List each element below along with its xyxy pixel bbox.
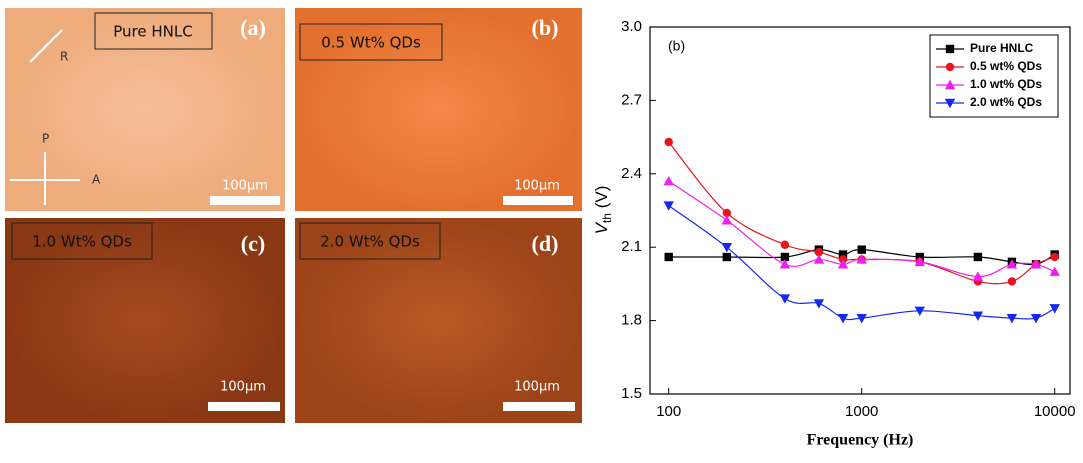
y-tick-label: 1.5 xyxy=(621,385,642,402)
marker xyxy=(972,271,984,281)
marker xyxy=(857,245,866,254)
marker xyxy=(972,311,984,321)
arrow-label: P xyxy=(42,132,49,146)
legend-marker xyxy=(944,98,956,109)
panel-label: (c) xyxy=(241,231,265,256)
marker xyxy=(813,299,825,309)
y-axis-label-main: V xyxy=(592,221,611,234)
marker xyxy=(1030,259,1042,269)
legend-marker xyxy=(945,62,955,72)
caption-box xyxy=(299,23,443,61)
scale-bar xyxy=(503,402,575,411)
x-axis-label: Frequency (Hz) xyxy=(807,432,914,449)
micrograph xyxy=(295,8,582,211)
caption: Pure HNLC xyxy=(113,23,192,41)
marker xyxy=(837,313,849,324)
plot-frame xyxy=(649,26,1071,395)
marker xyxy=(779,259,791,269)
scale-bar xyxy=(503,196,573,205)
legend-marker xyxy=(944,79,956,90)
marker xyxy=(664,252,673,262)
legend-label: 1.0 wt% QDs xyxy=(970,77,1042,91)
marker xyxy=(813,254,825,264)
panel-label: (d) xyxy=(532,231,559,256)
marker xyxy=(973,252,983,262)
scale-label: 100μm xyxy=(222,179,268,194)
marker xyxy=(779,294,791,304)
marker xyxy=(663,201,674,211)
x-tick-label: 10000 xyxy=(1034,403,1076,420)
y-tick-label: 3.0 xyxy=(621,18,642,35)
y-axis-label: Vth (V) xyxy=(592,186,614,235)
marker xyxy=(1030,313,1042,324)
marker xyxy=(1007,277,1017,286)
marker xyxy=(914,306,926,317)
marker xyxy=(856,313,867,324)
y-axis-label-unit: (V) xyxy=(592,186,611,213)
marker xyxy=(1049,266,1060,276)
legend-label: 2.0 wt% QDs xyxy=(970,95,1042,109)
caption-box xyxy=(11,222,153,260)
marker xyxy=(663,175,674,186)
micrograph xyxy=(295,218,582,423)
arrow-label: R xyxy=(60,50,68,64)
panel-label: (a) xyxy=(240,15,266,40)
x-tick-label: 1000 xyxy=(845,403,878,420)
caption: 2.0 Wt% QDs xyxy=(320,233,420,251)
caption: 1.0 Wt% QDs xyxy=(32,233,132,251)
marker xyxy=(837,259,849,269)
marker xyxy=(721,243,733,253)
marker xyxy=(722,208,732,218)
legend-label: 0.5 wt% QDs xyxy=(970,59,1042,73)
legend-marker xyxy=(945,44,955,54)
scale-label: 100μm xyxy=(514,179,560,194)
scale-bar xyxy=(208,402,280,411)
arrow xyxy=(29,29,63,63)
y-tick-label: 2.4 xyxy=(621,165,642,182)
marker xyxy=(721,215,733,225)
marker xyxy=(856,254,867,264)
x-tick-label: 100 xyxy=(656,403,681,420)
micrograph xyxy=(5,8,285,211)
y-tick-label: 1.8 xyxy=(621,312,642,329)
y-tick-label: 2.1 xyxy=(621,238,642,255)
marker xyxy=(1049,304,1060,314)
panel-label: (b) xyxy=(532,15,559,40)
arrow-label: A xyxy=(92,173,101,187)
annotation: (b) xyxy=(668,38,685,54)
marker xyxy=(1006,313,1018,324)
y-axis-label-sub: th xyxy=(600,213,614,223)
scale-label: 100μm xyxy=(220,380,266,395)
scale-label: 100μm xyxy=(514,380,560,395)
caption-box xyxy=(94,12,213,50)
micrograph xyxy=(5,218,285,423)
marker xyxy=(914,256,926,267)
y-tick-label: 2.7 xyxy=(621,91,642,108)
legend-label: Pure HNLC xyxy=(970,41,1034,55)
scale-bar xyxy=(210,196,280,205)
caption-box xyxy=(299,222,441,260)
marker xyxy=(1006,259,1018,269)
marker xyxy=(1050,252,1059,262)
caption: 0.5 Wt% QDs xyxy=(321,34,421,52)
marker xyxy=(722,252,732,262)
marker xyxy=(780,252,790,262)
marker xyxy=(780,240,790,249)
marker xyxy=(664,137,673,147)
marker xyxy=(838,250,848,259)
marker xyxy=(814,247,824,257)
